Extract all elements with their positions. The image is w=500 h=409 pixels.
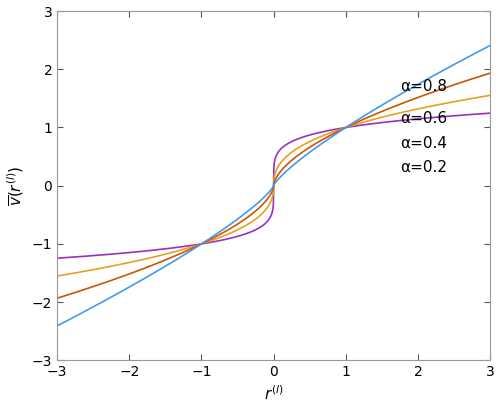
Text: α=0.2: α=0.2 (400, 160, 447, 175)
X-axis label: $r^{(l)}$: $r^{(l)}$ (264, 385, 283, 403)
Text: α=0.6: α=0.6 (400, 111, 447, 126)
Y-axis label: $\overline{v}(r^{(l)})$: $\overline{v}(r^{(l)})$ (6, 166, 26, 206)
Text: α=0.8: α=0.8 (400, 79, 447, 94)
Text: α=0.4: α=0.4 (400, 136, 447, 151)
